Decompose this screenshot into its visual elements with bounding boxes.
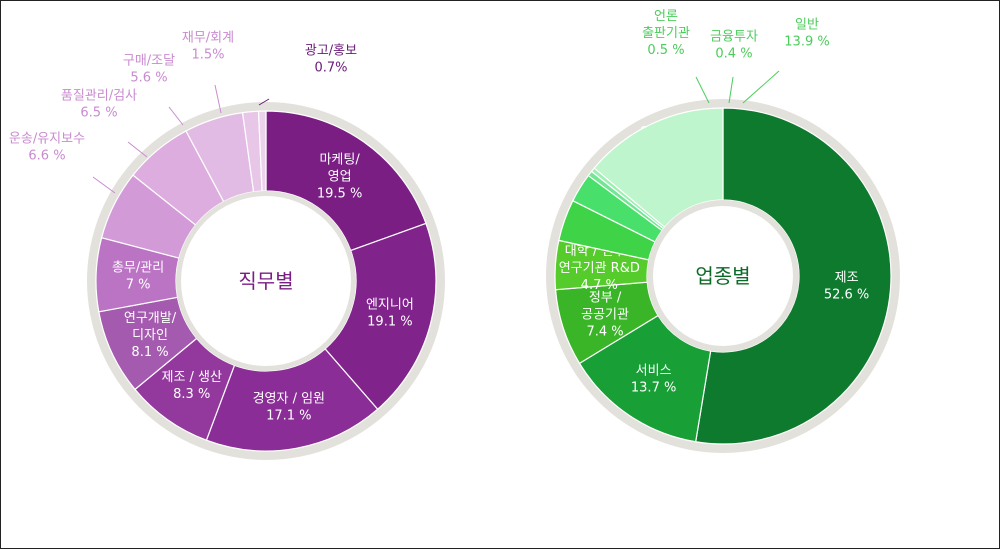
- leader-line-0-9: [214, 84, 222, 114]
- slice-label-0-0: 마케팅/: [319, 152, 360, 167]
- slice-label-0-1: 엔지니어: [366, 298, 414, 313]
- value-label-0-5: 7 %: [126, 278, 151, 293]
- slice-label-1-1: 서비스: [636, 363, 672, 378]
- center-label-0: 직무별: [238, 269, 293, 293]
- value-label-0-2: 17.1 %: [266, 408, 311, 423]
- value-label-0-0: 19.5 %: [317, 186, 362, 201]
- donut-hole: [181, 196, 351, 366]
- value-label-1-6: 0.5 %: [647, 43, 684, 58]
- value-label-1-3: 4.7 %: [581, 278, 618, 293]
- slice-label-1-2: 정부 /: [589, 290, 622, 305]
- leader-line-0-6: [92, 176, 116, 194]
- slice-label-0-8: 구매/조달: [123, 54, 175, 69]
- slice-label-0-9: 재무/회계: [182, 31, 234, 46]
- leader-line-1-8: [742, 70, 780, 104]
- slice-label-0-2: 경영자 / 임원: [253, 391, 325, 406]
- leader-line-0-7: [127, 141, 148, 158]
- value-label-0-7: 6.5 %: [80, 106, 117, 121]
- slice-label-0-4: 연구개발/: [124, 311, 177, 326]
- donut-0: 마케팅/영업 19.5 % 엔지니어 19.1 % 경영자 / 임원 17.1 % 제조 /…: [9, 31, 445, 460]
- slice-label-1-6: 언론: [654, 9, 678, 24]
- value-label-1-2: 7.4 %: [586, 324, 623, 339]
- donut-hole: [653, 206, 793, 346]
- slice-label-1-7: 금융투자: [710, 30, 758, 45]
- slice-label-1-2: 공공기관: [581, 307, 629, 322]
- slice-label-0-5: 총무/관리: [112, 261, 164, 276]
- slice-label-0-4: 디자인: [132, 328, 168, 343]
- value-label-0-4: 8.1 %: [131, 345, 168, 360]
- slice-label-1-6: 출판기관: [642, 26, 690, 41]
- slice-label-0-10: 광고/홍보: [305, 44, 357, 59]
- leader-line-0-8: [168, 106, 184, 126]
- center-label-1: 업종별: [695, 264, 750, 288]
- value-label-1-8: 13.9 %: [784, 35, 829, 50]
- leader-line-1-7: [728, 76, 734, 104]
- value-label-1-0: 52.6 %: [824, 288, 869, 303]
- value-label-0-9: 1.5%: [191, 48, 224, 63]
- value-label-0-1: 19.1 %: [367, 315, 412, 330]
- value-label-0-10: 0.7%: [314, 61, 347, 76]
- slice-label-1-3: 연구기관 R&D: [559, 261, 640, 276]
- slice-label-0-3: 제조 / 생산: [161, 370, 222, 385]
- slice-label-1-8: 일반: [795, 18, 819, 33]
- slice-label-1-0: 제조: [835, 271, 859, 286]
- slice-label-0-0: 영업: [328, 169, 352, 184]
- value-label-0-8: 5.6 %: [130, 71, 167, 86]
- slice-label-0-7: 품질관리/검사: [61, 89, 137, 104]
- value-label-0-3: 8.3 %: [173, 387, 210, 402]
- slice-label-0-6: 운송/유지보수: [9, 132, 85, 147]
- leader-line-1-6: [695, 76, 710, 104]
- value-label-0-6: 6.6 %: [28, 149, 65, 164]
- leader-line-0-10: [258, 98, 270, 106]
- value-label-1-1: 13.7 %: [631, 380, 676, 395]
- value-label-1-7: 0.4 %: [715, 47, 752, 62]
